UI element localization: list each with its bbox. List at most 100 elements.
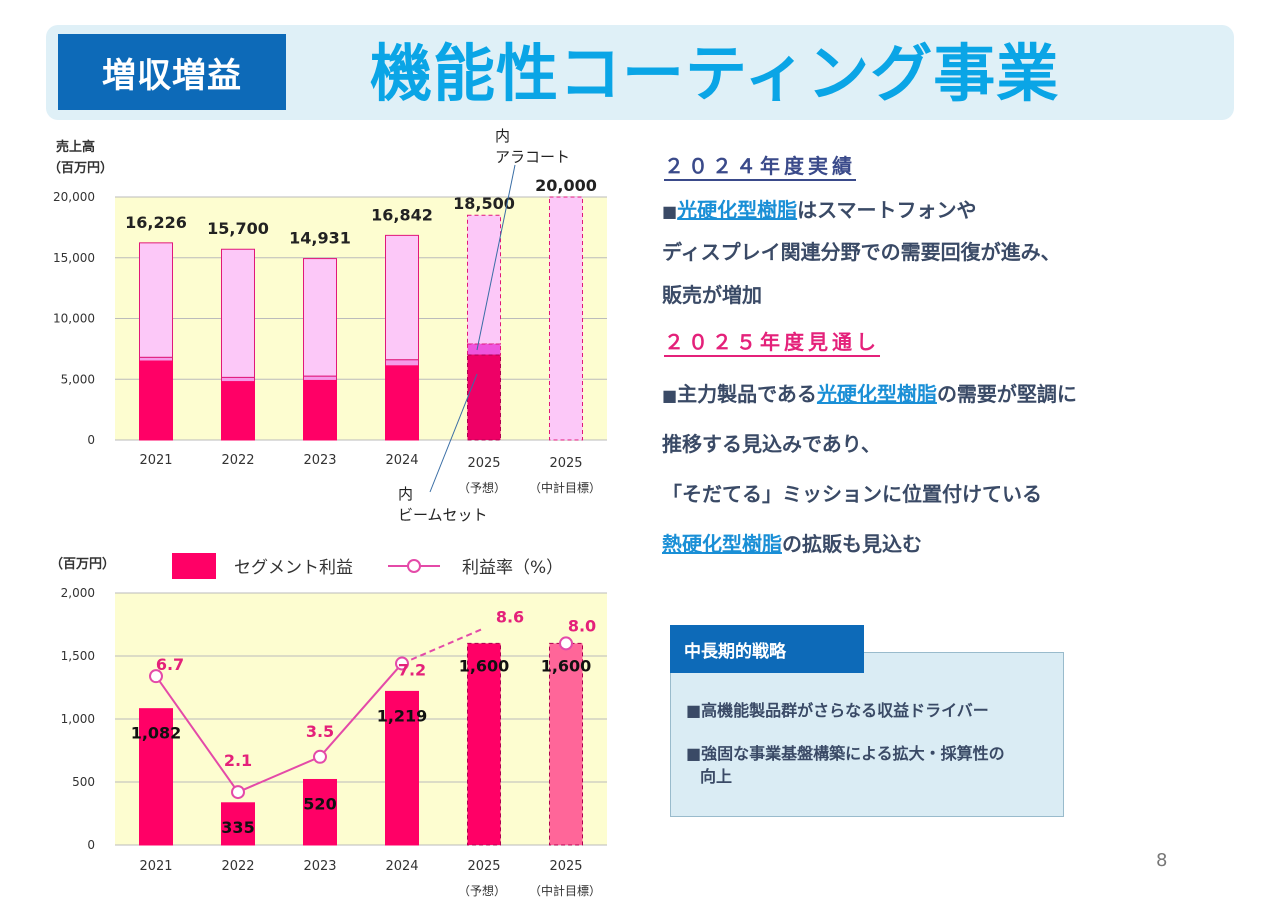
sales-bar-alacoat xyxy=(221,376,255,383)
beamset-note-2: ビームセット xyxy=(398,506,488,524)
profit-ytick: 1,500 xyxy=(61,649,95,663)
strategy-tab: 中長期的戦略 xyxy=(670,625,864,673)
margin-label: 7.2 xyxy=(398,661,426,680)
profit-xtick: 2024 xyxy=(385,859,418,874)
sales-y-title-1: 売上高 xyxy=(56,139,95,155)
legend-bar-label: セグメント利益 xyxy=(234,558,353,578)
sales-ytick: 5,000 xyxy=(61,372,95,386)
profit-bar xyxy=(549,642,583,846)
margin-marker xyxy=(231,785,245,800)
results-2024-line1-rest: はスマートフォンや xyxy=(797,198,977,222)
profit-bar xyxy=(303,778,337,846)
profit-value-label: 1,082 xyxy=(131,724,182,743)
profit-xtick: 2021 xyxy=(139,859,172,874)
profit-value-label: 1,600 xyxy=(541,656,592,675)
result-badge: 増収増益 xyxy=(58,34,286,110)
profit-value-label: 520 xyxy=(303,794,336,813)
sales-bar-alacoat xyxy=(139,356,173,362)
profit-xtick: 2022 xyxy=(221,859,254,874)
sales-ytick: 15,000 xyxy=(53,251,95,265)
strategy-item-1: ■高機能製品群がさらなる収益ドライバー xyxy=(686,701,989,720)
outlook-line4-rest: の拡販も見込む xyxy=(782,532,922,556)
results-2024-line1: ■光硬化型樹脂はスマートフォンや xyxy=(662,194,977,223)
sales-bar-other xyxy=(385,234,419,361)
margin-label: 3.5 xyxy=(306,722,334,741)
outlook-2025-line2: 推移する見込みであり、 xyxy=(662,432,881,456)
outlook-2025-line1: ■主力製品である光硬化型樹脂の需要が堅調に xyxy=(662,378,1077,407)
sales-bar-beamset xyxy=(303,379,337,441)
page-number: 8 xyxy=(1156,850,1168,871)
sales-bar-beamset xyxy=(139,360,173,441)
sales-total-label: 16,842 xyxy=(371,205,433,224)
thermosetting-resin-link: 熱硬化型樹脂 xyxy=(662,532,782,556)
sales-bar-plan xyxy=(549,196,583,441)
sales-xtick: 2021 xyxy=(139,453,172,468)
margin-marker xyxy=(559,636,573,651)
margin-label: 2.1 xyxy=(224,751,252,770)
alacoat-note-1: 内 xyxy=(495,127,510,145)
sales-bar-other xyxy=(139,242,173,358)
margin-marker xyxy=(395,656,409,671)
margin-marker xyxy=(313,749,327,764)
sales-bar-other xyxy=(221,248,255,378)
margin-label: 8.0 xyxy=(568,616,596,635)
sales-ytick: 10,000 xyxy=(53,312,95,326)
sales-bar-beamset xyxy=(467,354,501,441)
outlook-line1-pre: 主力製品である xyxy=(677,382,817,406)
sales-y-title-2: （百万円） xyxy=(48,160,113,176)
sales-xtick: 2024 xyxy=(385,453,418,468)
sales-bar-alacoat xyxy=(303,375,337,381)
profit-bar xyxy=(221,802,255,846)
beamset-leader-line xyxy=(429,373,478,493)
sales-bar-beamset xyxy=(221,381,255,441)
profit-value-label: 1,600 xyxy=(459,656,510,675)
page-title: 機能性コーティング事業 xyxy=(370,37,1060,110)
sales-ytick: 0 xyxy=(87,433,95,447)
bullet-square-icon: ■ xyxy=(662,202,678,221)
results-2024-line2: ディスプレイ関連分野での需要回復が進み、 xyxy=(662,240,1061,264)
strategy-box xyxy=(670,652,1064,817)
profit-ytick: 1,000 xyxy=(61,712,95,726)
profit-sub-forecast: （予想） xyxy=(458,883,506,898)
sales-bar-other xyxy=(303,258,337,377)
profit-xtick: 2025 xyxy=(549,859,582,874)
margin-marker xyxy=(149,669,163,684)
sales-sub-forecast: （予想） xyxy=(458,480,506,495)
sales-total-label: 14,931 xyxy=(289,229,351,248)
profit-value-label: 1,219 xyxy=(377,706,428,725)
sales-total-label: 20,000 xyxy=(535,176,597,195)
profit-value-label: 335 xyxy=(221,818,254,837)
sales-xtick: 2025 xyxy=(467,456,500,471)
sales-sub-plan: （中計目標） xyxy=(529,480,601,495)
sales-bar-other xyxy=(467,214,501,345)
beamset-note-1: 内 xyxy=(398,485,413,503)
results-2024-line3: 販売が増加 xyxy=(662,283,762,307)
sales-bar-alacoat xyxy=(385,359,419,367)
margin-label: 6.7 xyxy=(156,655,184,674)
profit-bar xyxy=(139,708,173,846)
margin-line xyxy=(155,662,403,794)
sales-xtick: 2025 xyxy=(549,456,582,471)
legend-bar-swatch xyxy=(172,553,216,579)
sales-xtick: 2023 xyxy=(303,453,336,468)
profit-bar xyxy=(385,690,419,846)
profit-bar xyxy=(467,642,501,846)
outlook-2025-line3: 「そだてる」ミッションに位置付けている xyxy=(662,482,1042,506)
sales-chart: 売上高 （百万円） 0 5,000 10,000 15,000 20,000 16,226… xyxy=(48,127,607,524)
profit-xtick: 2023 xyxy=(303,859,336,874)
sales-bar-alacoat xyxy=(467,343,501,356)
sales-total-label: 18,500 xyxy=(453,194,515,213)
sales-xtick: 2022 xyxy=(221,453,254,468)
sales-bar-beamset xyxy=(385,365,419,441)
strategy-item-2-line1: ■強固な事業基盤構築による拡大・採算性の xyxy=(686,744,1005,763)
outlook-2025-heading: ２０２５年度見通し xyxy=(664,326,880,357)
profit-xtick: 2025 xyxy=(467,859,500,874)
outlook-2025-line4: 熱硬化型樹脂の拡販も見込む xyxy=(662,528,922,557)
margin-label: 8.6 xyxy=(496,607,524,626)
legend-line-label: 利益率（%） xyxy=(462,558,563,578)
profit-sub-plan: （中計目標） xyxy=(529,883,601,898)
profit-chart: （百万円） セグメント利益 利益率（%） 0 500 1,000 1,500 2,000… xyxy=(50,553,607,898)
bullet-square-icon: ■ xyxy=(662,386,678,405)
sales-ytick: 20,000 xyxy=(53,190,95,204)
margin-line-forecast xyxy=(401,627,485,665)
